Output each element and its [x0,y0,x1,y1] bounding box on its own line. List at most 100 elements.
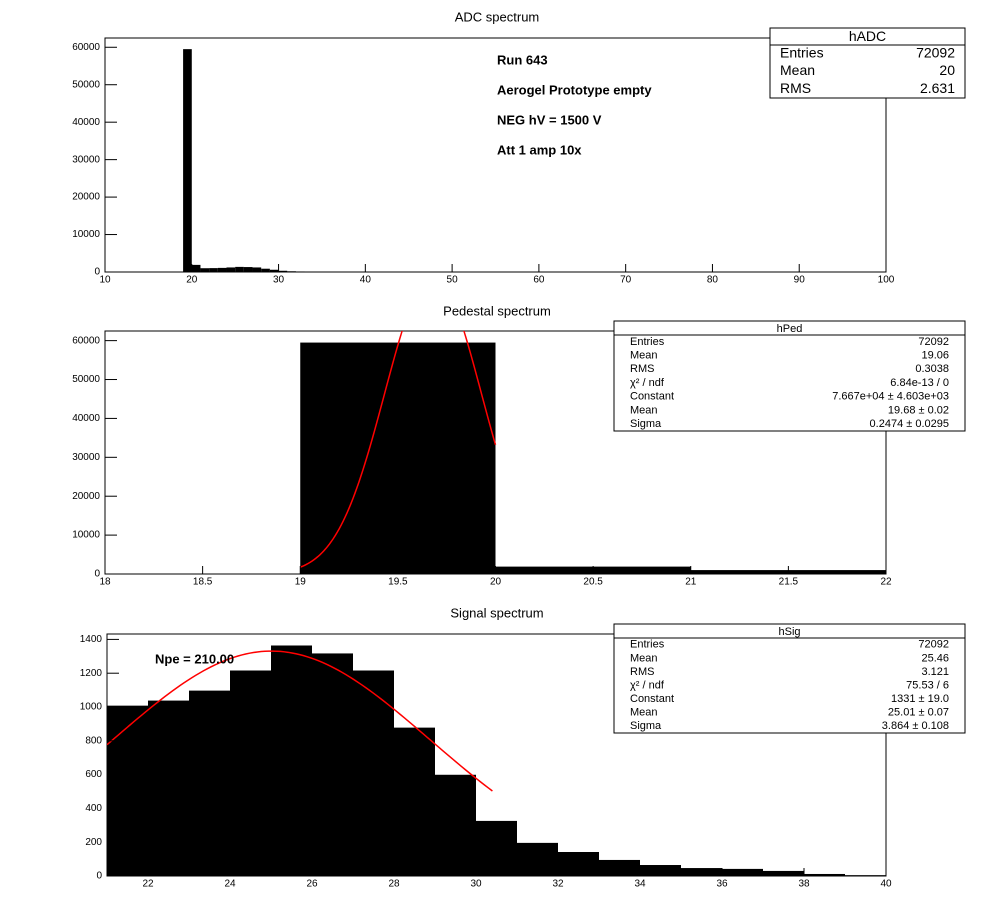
stats-name: Sigma [630,720,662,732]
chart: ADC spectrum 10 20 30 40 50 60 70 80 90 100 0 10000 2… [72,9,966,286]
y-tick-label: 800 [85,735,102,746]
bar [312,653,353,876]
annotation: Npe = 210.00 [155,651,234,666]
bar [226,267,236,272]
y-tick-label: 60000 [72,335,100,346]
stats-name: Mean [780,62,815,78]
bar [217,267,227,272]
x-tick-label: 70 [620,275,632,286]
stats-value: 25.46 [921,652,949,664]
fit-curve [107,650,493,792]
x-tick-label: 24 [224,879,236,890]
bar [252,267,262,272]
x-tick-label: 30 [470,879,482,890]
y-tick-label: 200 [85,837,102,848]
stats-name: Mean [630,404,658,416]
stats-name: Entries [630,639,665,651]
stats-value: 25.01 ± 0.07 [888,707,949,719]
stats-title: hSig [778,626,800,638]
stats-value: 3.121 [921,666,949,678]
y-tick-label: 50000 [72,79,100,90]
stats-name: Mean [630,349,658,361]
bar [271,645,312,876]
x-tick-label: 20 [186,275,198,286]
x-tick-label: 80 [707,275,719,286]
bar [183,49,192,272]
bar [353,670,394,876]
stats-name: RMS [630,363,654,375]
stats-frame [613,623,966,734]
stats-name: Constant [630,391,674,403]
chart-title: Pedestal spectrum [443,303,551,318]
stats-name: χ² / ndf [630,679,665,691]
y-tick-label: 600 [85,769,102,780]
bar [278,270,288,272]
bar [148,700,189,876]
x-tick-label: 28 [388,879,400,890]
bar [558,852,599,876]
y-tick-label: 10000 [72,229,100,240]
bar [235,266,244,272]
stats-value: 3.864 ± 0.108 [882,720,949,732]
stats-value: 72092 [918,336,949,348]
stats-value: 75.53 / 6 [906,679,949,691]
bar [476,820,517,876]
x-tick-label: 38 [798,879,810,890]
stats-value: 1331 ± 19.0 [891,693,949,705]
stats-value: 7.667e+04 ± 4.603e+03 [832,391,949,403]
stats-value: 72092 [918,639,949,651]
stats-name: Sigma [630,418,662,430]
y-tick-label: 30000 [72,154,100,165]
x-tick-label: 19 [295,577,307,588]
stats-value: 72092 [916,45,955,61]
chart-title: ADC spectrum [455,9,540,24]
y-tick-label: 20000 [72,491,100,502]
x-tick-label: 22 [142,879,154,890]
x-tick-label: 18.5 [193,577,213,588]
y-tick-label: 30000 [72,452,100,463]
bar [295,271,305,272]
y-tick-label: 0 [94,569,100,580]
stats-name: Entries [780,45,824,61]
frame [104,37,887,273]
y-tick-label: 1200 [80,668,103,679]
bar [287,271,296,272]
x-tick-label: 90 [794,275,806,286]
fit-curve [299,331,497,568]
x-tick-label: 30 [273,275,285,286]
stats-name: Mean [630,707,658,719]
x-tick-label: 21 [685,577,697,588]
x-tick-label: 21.5 [779,577,799,588]
x-tick-label: 60 [533,275,545,286]
plot-area [183,49,366,272]
stats-value: 19.68 ± 0.02 [888,404,949,416]
x-tick-label: 100 [878,275,895,286]
bar [640,865,681,876]
x-tick-label: 20.5 [583,577,603,588]
bar [845,875,886,876]
x-tick-label: 50 [447,275,459,286]
annotation: Att 1 amp 10x [497,142,582,157]
chart: Pedestal spectrum 18 18.5 19 19.5 20 20.5 21 21.… [72,303,966,588]
annotation: NEG hV = 1500 V [497,112,602,127]
x-tick-label: 26 [306,879,318,890]
annotation: Aerogel Prototype empty [497,82,652,97]
stats-name: Constant [630,693,674,705]
stats-value: 2.631 [920,80,955,96]
plot-area [107,645,886,876]
stats-name: Mean [630,652,658,664]
bar [300,342,496,574]
x-tick-label: 22 [880,577,892,588]
x-tick-label: 20 [490,577,502,588]
stats-value: 6.84e-13 / 0 [890,377,949,389]
bar [435,774,476,876]
annotation: Run 643 [497,52,548,67]
bar [269,269,279,272]
stats-box: hADC Entries 72092 Mean 20 RMS 2.631 [769,27,966,99]
bar [191,264,201,272]
y-tick-label: 10000 [72,530,100,541]
x-tick-label: 34 [634,879,646,890]
x-tick-label: 10 [99,275,111,286]
x-tick-label: 32 [552,879,564,890]
y-tick-label: 400 [85,803,102,814]
